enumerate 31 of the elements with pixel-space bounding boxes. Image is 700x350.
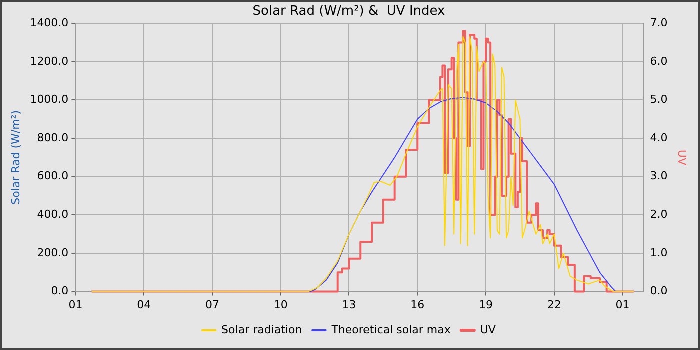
legend-label: Solar radiation	[222, 323, 302, 336]
y2-tick-label: 2.0	[650, 208, 668, 222]
x-tick-label: 19	[479, 298, 494, 312]
y-tick-label: 0.0	[51, 284, 69, 298]
y2-tick-label: 5.0	[650, 93, 668, 106]
x-tick-label: 16	[410, 298, 425, 312]
y-tick-label: 1200.0	[30, 54, 69, 68]
x-tick-label: 01	[616, 298, 630, 312]
y2-tick-label: 0.0	[650, 284, 668, 298]
y-tick-label: 200.0	[37, 246, 69, 260]
y-tick-label: 800.0	[37, 131, 69, 144]
x-tick-label: 04	[137, 298, 152, 312]
y2-tick-label: 1.0	[650, 246, 668, 260]
chart-title: Solar Rad (W/m²) & UV Index	[252, 4, 446, 20]
x-tick-label: 07	[205, 298, 220, 312]
y2-tick-label: 6.0	[650, 54, 668, 68]
y2-tick-label: 3.0	[650, 170, 668, 183]
legend-label: Theoretical solar max	[330, 323, 452, 336]
y-tick-label: 1000.0	[30, 93, 69, 106]
y-axis-title: Solar Rad (W/m²)	[9, 110, 22, 205]
y2-axis-title: UV	[676, 150, 689, 166]
x-tick-label: 10	[274, 298, 288, 312]
x-tick-label: 01	[68, 298, 83, 312]
y-tick-label: 400.0	[37, 208, 69, 222]
y-tick-label: 1400.0	[30, 16, 69, 30]
y2-tick-label: 7.0	[650, 16, 668, 30]
x-tick-label: 13	[342, 298, 356, 312]
x-tick-label: 22	[547, 298, 562, 312]
y2-tick-label: 4.0	[650, 131, 668, 144]
y-tick-label: 600.0	[37, 170, 69, 183]
legend-label: UV	[480, 323, 496, 336]
